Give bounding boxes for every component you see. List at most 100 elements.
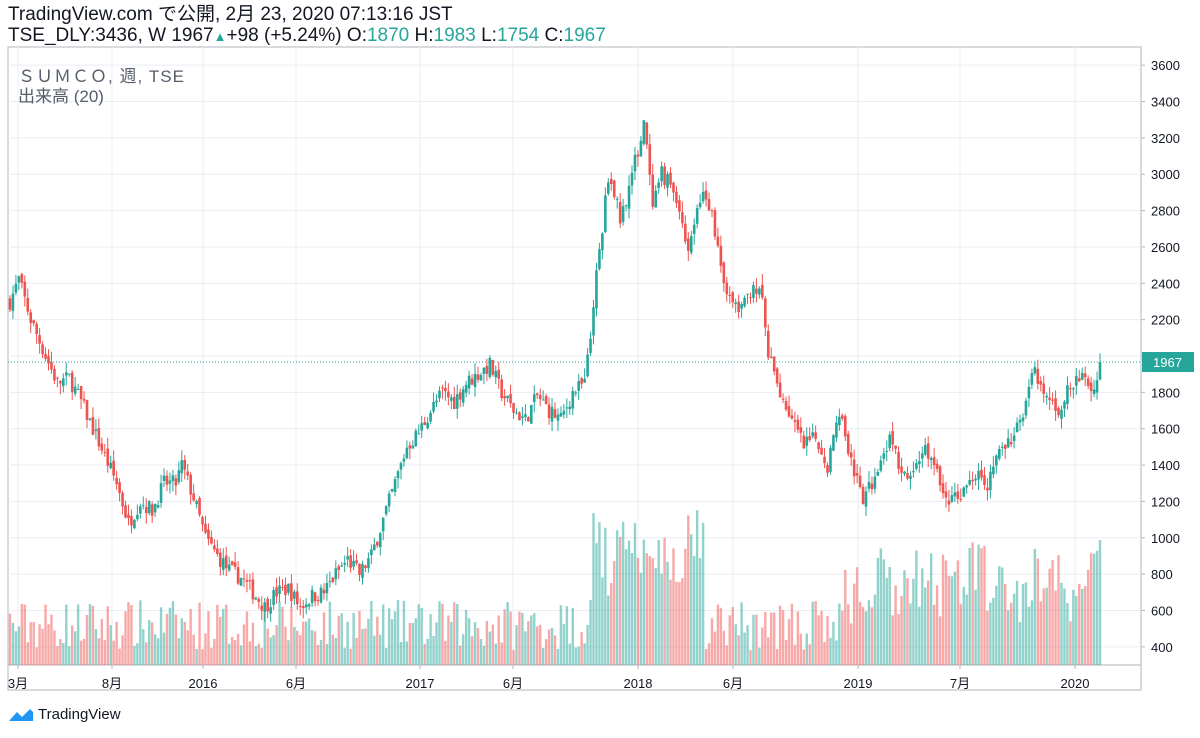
candle-body: [547, 404, 551, 419]
volume-bar: [971, 542, 974, 665]
volume-bar: [601, 577, 604, 665]
candle-body: [867, 481, 871, 489]
candle-body: [725, 282, 729, 295]
volume-bar: [207, 611, 210, 665]
candle-body: [1060, 409, 1063, 419]
candle-body: [950, 495, 954, 502]
volume-bar: [858, 601, 862, 665]
candle-body: [663, 166, 666, 185]
volume-bar: [912, 578, 915, 665]
candle-body: [1036, 368, 1040, 384]
volume-bar: [106, 606, 109, 665]
candle-body: [47, 356, 50, 364]
volume-bar: [687, 515, 690, 665]
candle-body: [763, 298, 767, 328]
candle-body: [787, 406, 791, 417]
candle-body: [11, 293, 15, 311]
candle-body: [989, 471, 992, 491]
candle-body: [918, 461, 921, 465]
candle-body: [218, 552, 222, 567]
candle-body: [130, 516, 133, 526]
volume-bar: [879, 548, 883, 665]
volume-bar: [79, 640, 83, 665]
volume-bar: [568, 643, 572, 665]
volume-bar: [823, 641, 826, 665]
volume-bar: [701, 522, 705, 665]
candle-body: [1092, 389, 1096, 395]
volume-bar: [695, 510, 699, 665]
candle-body: [441, 387, 444, 389]
candle-body: [941, 483, 945, 494]
volume-bar: [222, 608, 225, 665]
volume-bar: [1083, 586, 1087, 665]
tradingview-brand[interactable]: TradingView: [8, 706, 121, 723]
volume-bar: [204, 633, 207, 665]
candle-body: [565, 407, 569, 409]
candle-body: [1069, 388, 1072, 390]
volume-bar: [977, 544, 980, 665]
time-tick-label: 6月: [286, 676, 306, 691]
candle-body: [814, 432, 817, 439]
volume-bar: [11, 622, 15, 665]
volume-bar: [698, 558, 702, 665]
candle-body: [221, 558, 225, 570]
candle-body: [343, 562, 347, 565]
volume-bar: [589, 599, 592, 665]
candle-body: [515, 412, 518, 414]
candle-body: [1080, 372, 1084, 380]
volume-bar: [159, 607, 163, 665]
time-tick-label: 3月: [8, 676, 28, 691]
volume-bar: [630, 552, 634, 665]
volume-bar: [749, 649, 752, 665]
candle-body: [704, 190, 708, 200]
volume-bar: [929, 553, 933, 665]
volume-bar: [541, 647, 545, 665]
candle-body: [461, 389, 465, 403]
volume-bar: [384, 648, 388, 665]
volume-bar: [260, 647, 263, 665]
candle-body: [147, 501, 151, 514]
price-tick-label: 3600: [1151, 58, 1180, 73]
volume-bar: [47, 624, 50, 665]
volume-bar: [900, 596, 903, 665]
candle-body: [479, 375, 483, 381]
volume-bar: [675, 581, 678, 665]
volume-bar: [1066, 603, 1069, 665]
volume-bar: [100, 618, 104, 665]
volume-bar: [793, 644, 797, 665]
candle-body: [956, 491, 960, 499]
candle-body: [541, 399, 545, 401]
volume-bar: [888, 567, 891, 665]
volume-bar: [180, 618, 183, 665]
volume-bar: [583, 643, 586, 665]
volume-bar: [1039, 601, 1042, 665]
volume-bar: [142, 629, 145, 665]
candle-body: [53, 368, 56, 381]
volume-bar: [213, 638, 216, 665]
candle-body: [106, 448, 110, 466]
candle-body: [370, 549, 373, 556]
volume-bar: [225, 604, 228, 665]
candle-body: [589, 338, 592, 353]
candle-body: [35, 323, 38, 335]
candle-body: [657, 182, 660, 189]
volume-bar: [343, 647, 346, 665]
volume-bar: [254, 646, 258, 665]
candle-body: [530, 404, 533, 424]
volume-bar: [817, 615, 820, 665]
volume-bar: [148, 619, 151, 665]
volume-bar: [1001, 567, 1004, 665]
symbol-interval: TSE_DLY:3436, W: [8, 25, 167, 46]
volume-bar: [613, 561, 616, 665]
candle-body: [843, 416, 847, 437]
candle-body: [284, 584, 287, 596]
candle-body: [364, 565, 367, 569]
candle-body: [838, 416, 841, 426]
candle-body: [506, 395, 509, 399]
candle-body: [805, 436, 809, 446]
candle-body: [1000, 446, 1004, 448]
volume-bar: [17, 626, 21, 665]
volume-bar: [479, 639, 483, 665]
candle-body: [651, 174, 655, 207]
